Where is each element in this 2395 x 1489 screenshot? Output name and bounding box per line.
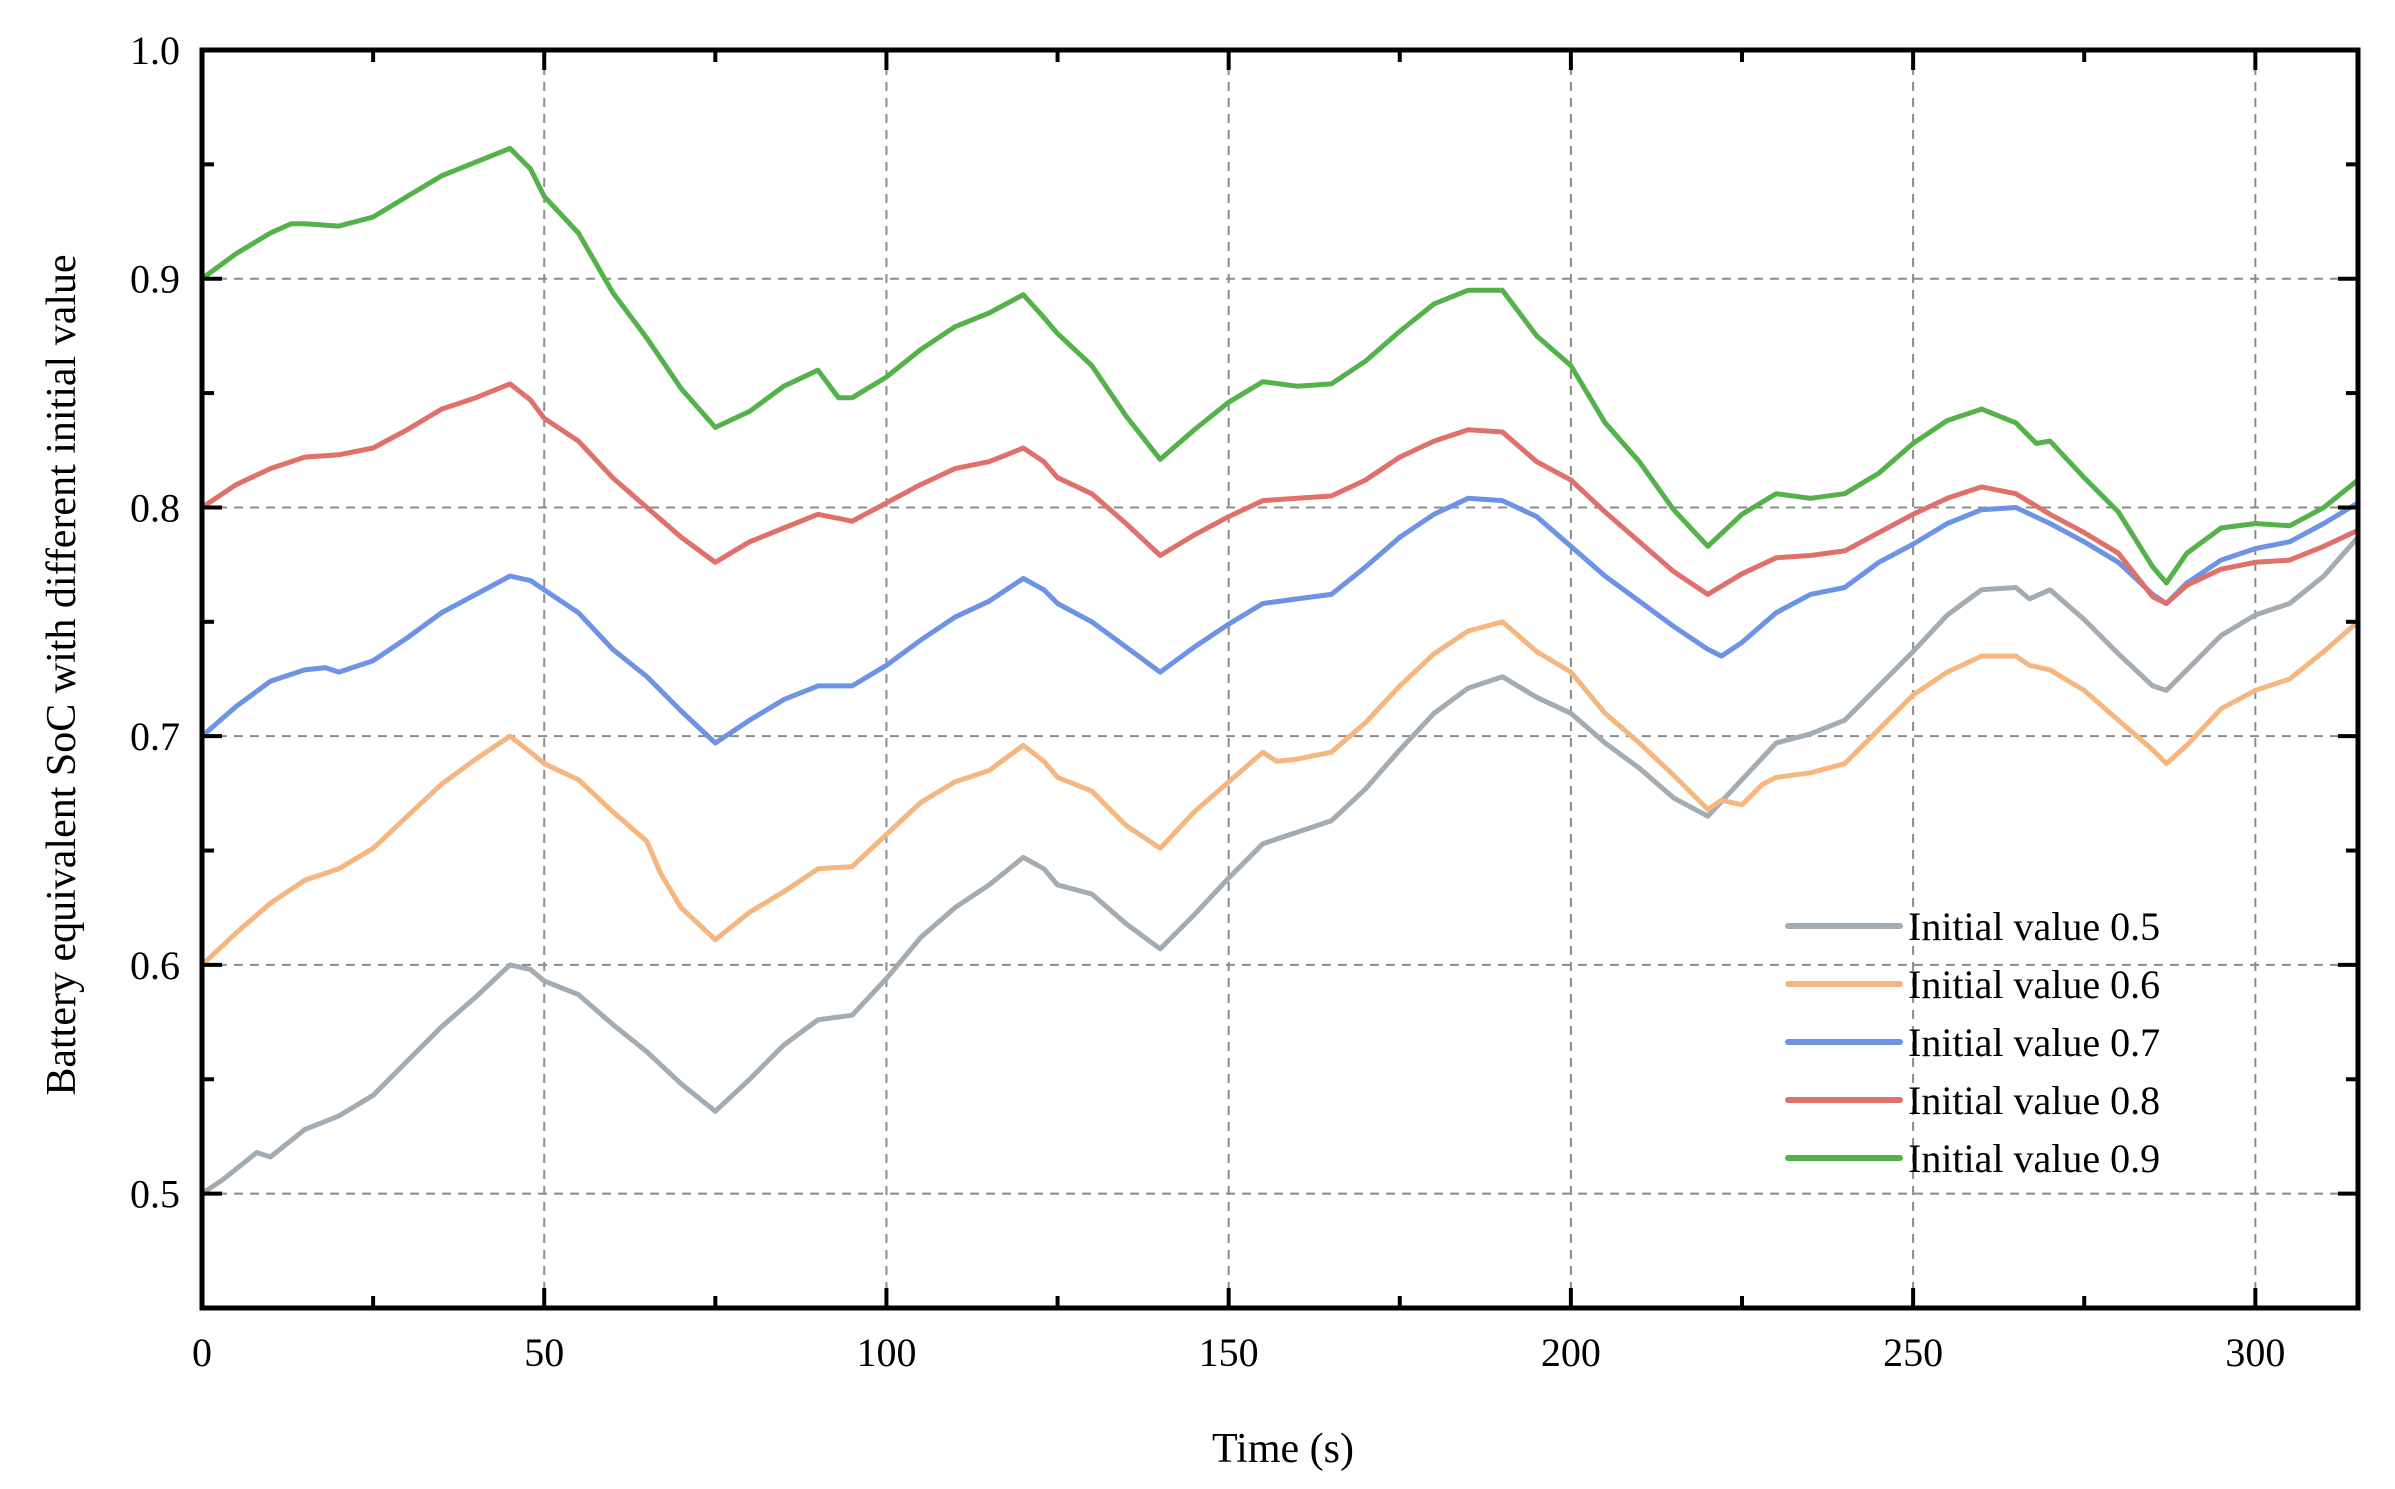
x-tick-label: 300 <box>2225 1330 2285 1375</box>
x-tick-label: 250 <box>1883 1330 1943 1375</box>
x-tick-label: 50 <box>524 1330 564 1375</box>
y-tick-label: 0.7 <box>130 714 180 759</box>
x-tick-label: 200 <box>1541 1330 1601 1375</box>
y-tick-label: 0.5 <box>130 1172 180 1217</box>
y-tick-label: 0.6 <box>130 943 180 988</box>
series-line-4 <box>199 381 2361 606</box>
y-tick-label: 0.8 <box>130 485 180 530</box>
y-tick-label: 1.0 <box>130 28 180 73</box>
axes: 0 50 100 150 200 250 300 0.5 0.6 0.7 0.8 0.9 1.0 <box>130 28 2361 1375</box>
legend: Initial value 0.5 Initial value 0.6 Initia… <box>1785 904 2160 1181</box>
legend-label-1: Initial value 0.5 <box>1908 904 2160 949</box>
legend-label-2: Initial value 0.6 <box>1908 962 2160 1007</box>
plot-frame <box>199 47 2361 1311</box>
series-line-3 <box>199 495 2361 746</box>
y-axis-title: Battery equivalent SoC with different in… <box>39 254 85 1095</box>
series-lines <box>199 145 2361 1197</box>
legend-label-4: Initial value 0.8 <box>1908 1078 2160 1123</box>
legend-label-5: Initial value 0.9 <box>1908 1136 2160 1181</box>
series-line-5 <box>199 145 2361 586</box>
y-tick-label: 0.9 <box>130 257 180 302</box>
x-tick-label: 150 <box>1199 1330 1259 1375</box>
series-line-1 <box>199 534 2361 1197</box>
series-line-2 <box>199 619 2361 968</box>
legend-label-3: Initial value 0.7 <box>1908 1020 2160 1065</box>
x-axis-title: Time (s) <box>1212 1426 1354 1472</box>
x-tick-label: 100 <box>856 1330 916 1375</box>
x-tick-label: 0 <box>192 1330 212 1375</box>
